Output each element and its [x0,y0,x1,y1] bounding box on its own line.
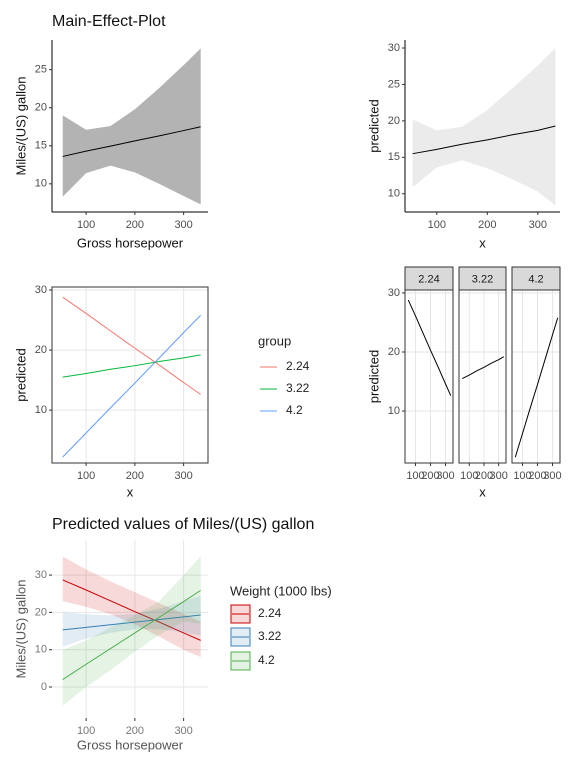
line [407,299,452,396]
y-tick-label: 10 [35,178,47,190]
y-tick-label: 30 [388,287,400,299]
y-tick-label: 20 [35,344,47,356]
x-axis-title: x [479,484,486,499]
x-tick-label: 300 [529,219,547,231]
y-tick-label: 0 [41,681,47,693]
facet-strip [511,266,561,291]
legend-label: 2.24 [286,359,310,373]
chart-panel: 0 10 20 30 100 200 300 Predicted values of Mile… [13,516,331,752]
y-tick-label: 15 [35,140,47,152]
line [62,614,201,631]
line [462,356,505,380]
chart-panel: 1020301002003002.241002003003.2210020030… [366,266,562,499]
legend-label: 4.2 [258,653,275,667]
x-tick-label: 200 [126,219,144,231]
x-tick-label: 200 [475,470,493,482]
x-tick-label: 300 [436,470,454,482]
x-tick-label: 100 [77,470,95,482]
y-tick-label: 10 [35,404,47,416]
x-tick-label: 200 [126,725,144,737]
line [62,589,201,680]
y-axis-title: Miles/(US) gallon [13,580,28,679]
x-axis-title: Gross horsepower [77,235,184,250]
x-tick-label: 200 [421,470,439,482]
x-tick-label: 100 [77,219,95,231]
confidence-band [62,48,201,205]
facet-strip [458,266,507,291]
x-axis-title: Gross horsepower [77,737,184,752]
facet-label: 3.22 [472,273,493,285]
x-axis-title: x [127,484,134,499]
x-tick-label: 300 [489,470,507,482]
line [412,125,556,155]
confidence-band [412,48,556,206]
y-axis-title: Miles/(US) gallon [13,77,28,176]
y-tick-label: 20 [35,102,47,114]
x-axis-title: x [479,235,486,250]
y-tick-label: 10 [388,405,400,417]
y-tick-label: 20 [35,606,47,618]
chart-panel: 10 20 30 100 200 300 x predicted group 2.24 3.22 4.… [13,284,309,500]
y-tick-label: 10 [35,644,47,656]
x-tick-label: 200 [126,470,144,482]
x-tick-label: 300 [174,219,192,231]
y-tick-label: 30 [35,284,47,296]
y-tick-label: 25 [35,64,47,76]
y-axis-title: predicted [366,350,381,403]
chart-panel: 10 15 20 25 30 100 200 300 x predicted [366,40,560,250]
y-tick-label: 10 [388,188,400,200]
line [62,314,202,458]
confidence-band [62,556,201,658]
chart-title: Main-Effect-Plot [52,13,166,30]
confidence-band [62,556,201,706]
line [62,296,201,395]
x-tick-label: 300 [543,470,561,482]
facet-label: 2.24 [418,273,439,285]
y-tick-label: 25 [388,78,400,90]
chart-title: Predicted values of Miles/(US) gallon [52,516,314,533]
line [514,317,559,458]
y-tick-label: 30 [388,42,400,54]
x-tick-label: 300 [174,470,192,482]
x-tick-label: 100 [460,470,478,482]
legend-label: 3.22 [258,629,282,643]
legend-label: 3.22 [286,381,310,395]
line [62,354,201,378]
legend-title: Weight (1000 lbs) [230,583,332,598]
x-tick-label: 100 [406,470,424,482]
line [62,126,201,157]
facet-label: 4.2 [528,273,543,285]
y-tick-label: 30 [35,569,47,581]
line [62,579,201,641]
x-tick-label: 100 [77,725,95,737]
x-tick-label: 300 [174,725,192,737]
y-axis-title: predicted [13,348,28,401]
y-tick-label: 20 [388,346,400,358]
chart-panel: 10 15 20 25 100 200 300 Main-Effect-Plot Gross h… [13,13,208,250]
confidence-band [62,595,201,647]
y-tick-label: 20 [388,115,400,127]
x-tick-label: 200 [478,219,496,231]
x-tick-label: 100 [513,470,531,482]
panel-border [51,286,209,464]
facet-strip [404,266,454,291]
legend-label: 2.24 [258,606,282,620]
x-tick-label: 200 [528,470,546,482]
legend-title: group [258,333,291,348]
y-axis-title: predicted [366,99,381,152]
legend-label: 4.2 [286,403,303,417]
x-tick-label: 100 [428,219,446,231]
y-tick-label: 15 [388,151,400,163]
